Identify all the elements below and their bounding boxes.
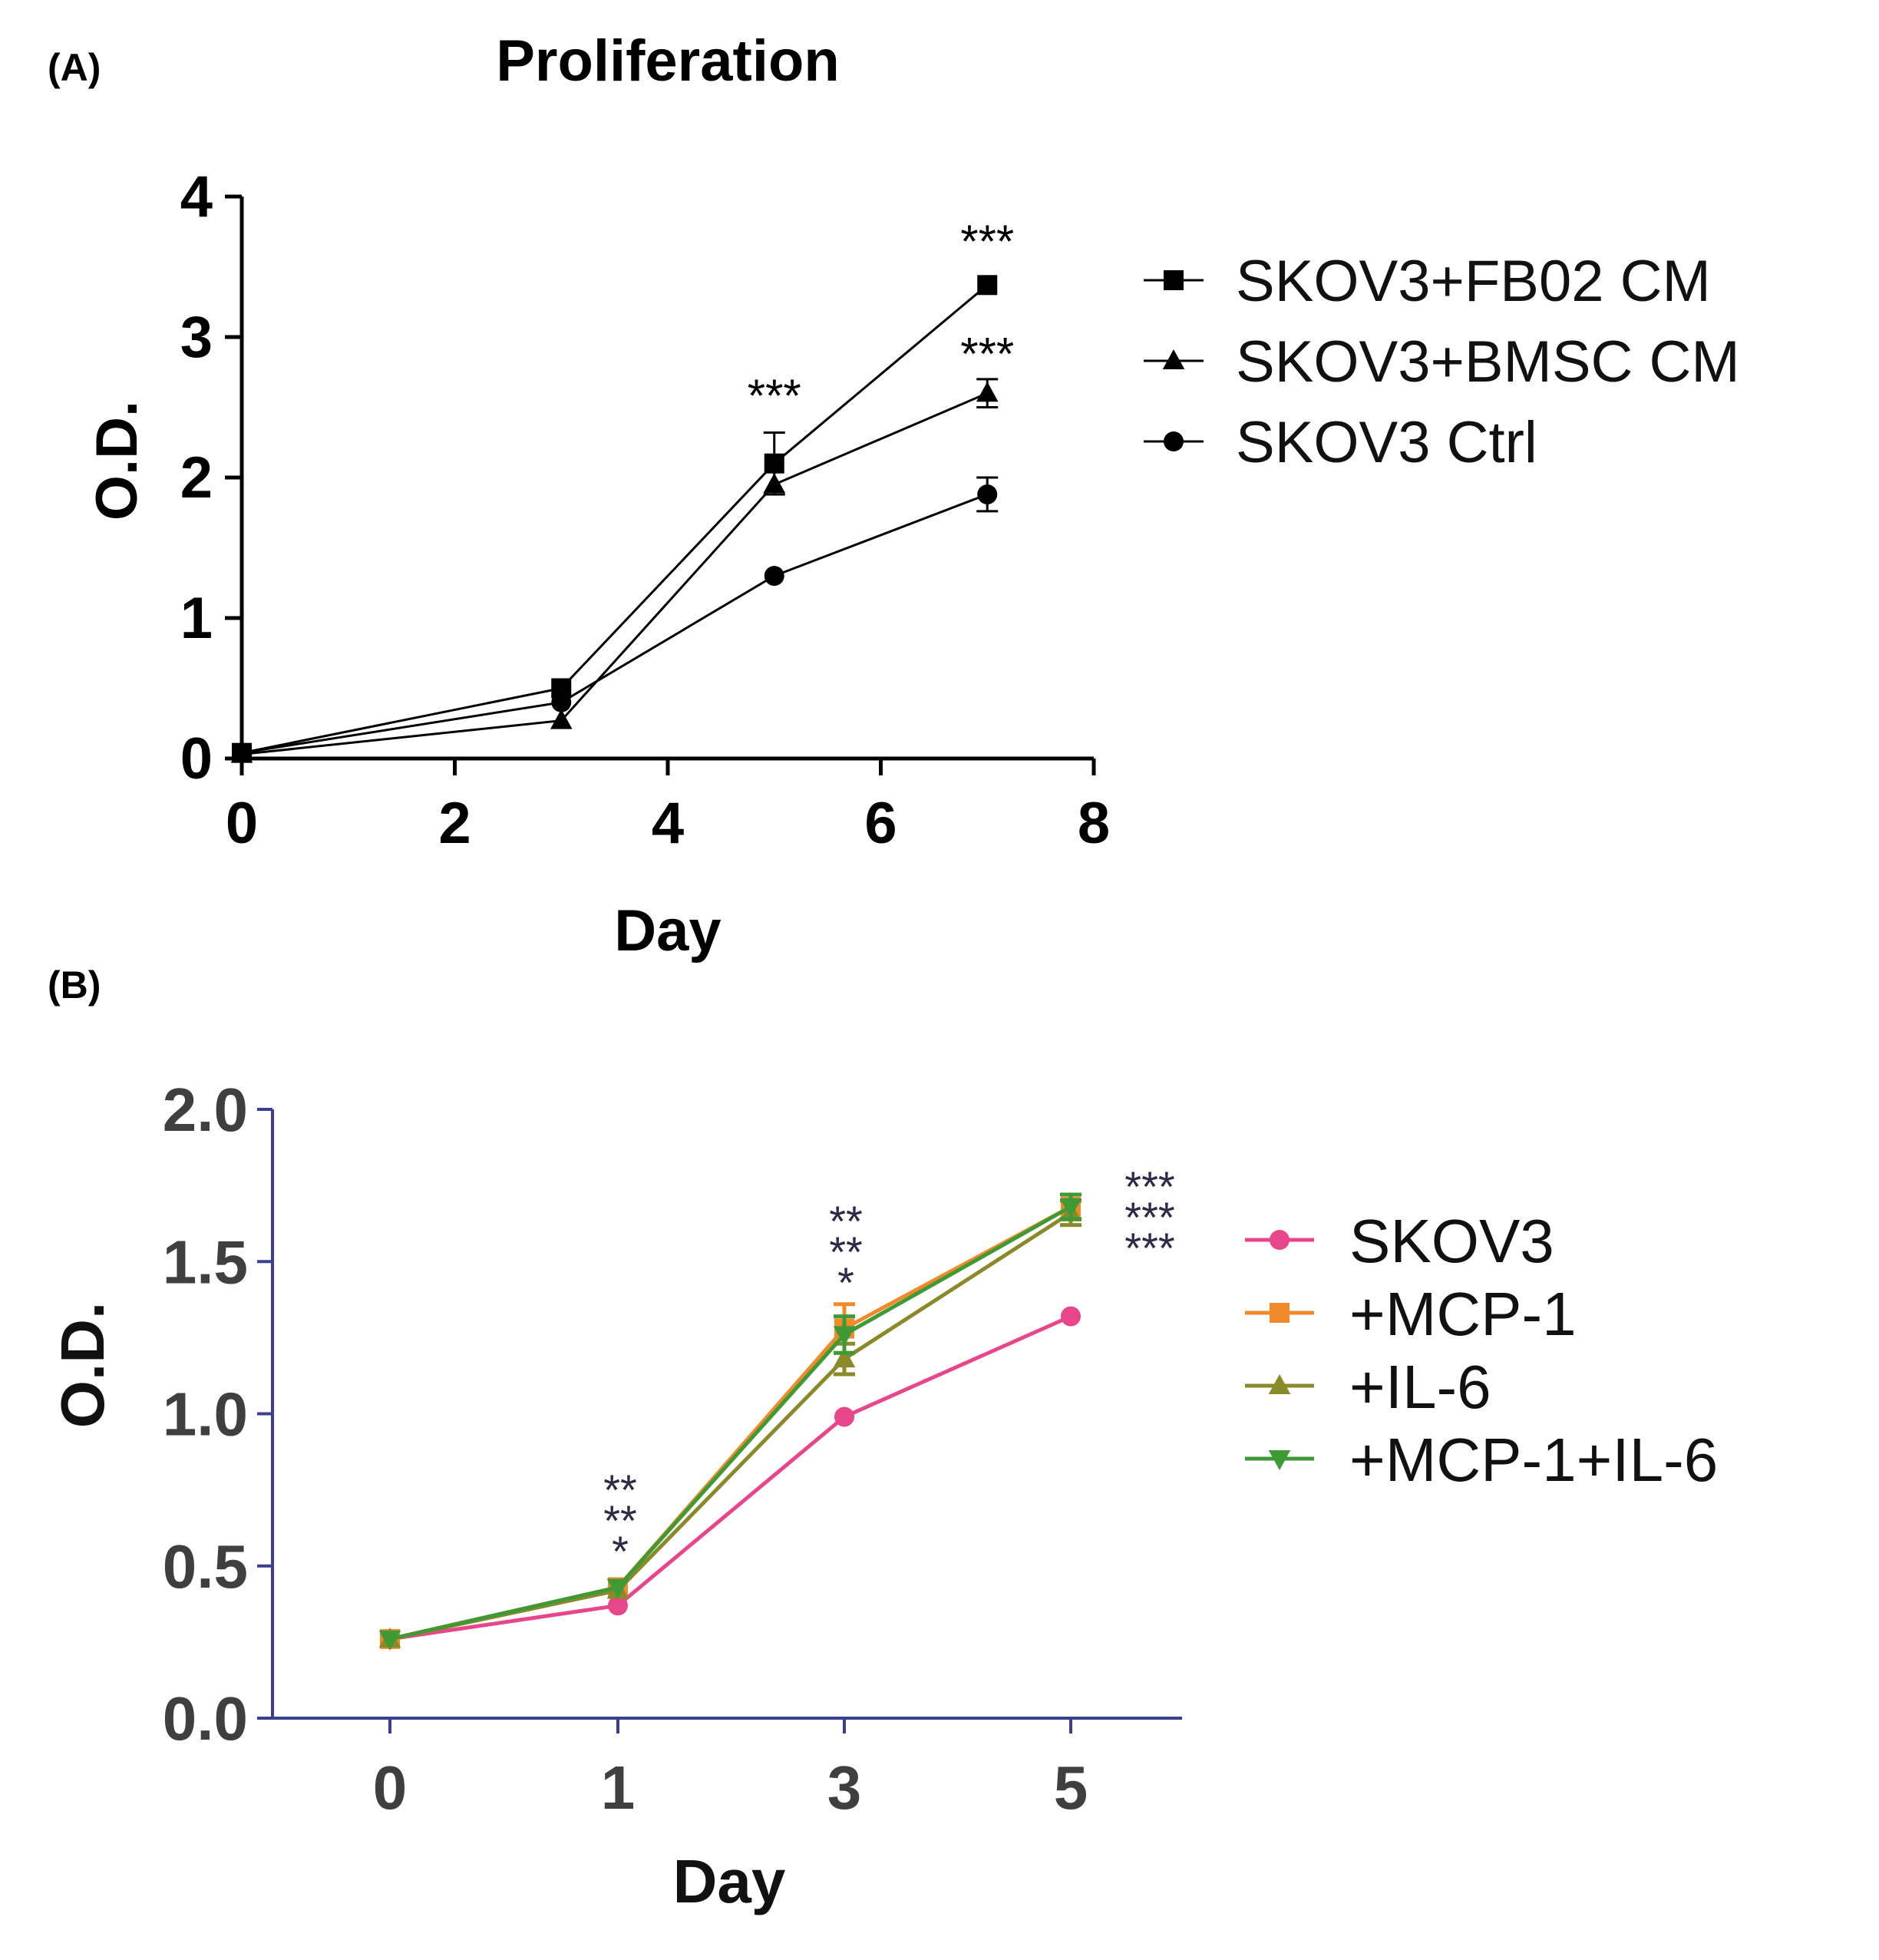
panel-a-point-skov3-ctrl — [977, 484, 998, 504]
panel-b-label: (B) — [48, 963, 101, 1006]
panel-a-axes — [239, 197, 1094, 761]
panel-a-point-skov3-bmsc-cm — [976, 382, 999, 402]
panel-b-point-mcp-1-il-6 — [378, 1630, 401, 1651]
panel-b-legend-label-mcp-1: +MCP-1 — [1349, 1280, 1577, 1348]
panel-b-series — [378, 1192, 1082, 1651]
panel-b-x-tick-label: 1 — [601, 1753, 636, 1822]
panel-b-y-tick-label: 2.0 — [163, 1076, 248, 1144]
panel-a-x-tick-label: 0 — [226, 791, 258, 856]
panel-b-legend-label-il-6: +IL-6 — [1349, 1353, 1491, 1421]
panel-a-significance-label: *** — [960, 328, 1014, 379]
panel-a-y-tick-label: 3 — [180, 305, 213, 370]
panel-a-point-skov3-ctrl — [764, 566, 784, 587]
panel-b-y-tick-label: 1.0 — [163, 1380, 248, 1449]
panel-a-legend-marker-skov3-fb02-cm — [1164, 270, 1184, 290]
panel-b-line-mcp-1 — [389, 1205, 1072, 1641]
panel-a-line-skov3-bmsc-cm — [241, 392, 988, 756]
panel-b-significance-label: *** — [1124, 1224, 1174, 1272]
panel-b-significance-label: ** — [603, 1466, 637, 1514]
panel-b-line-mcp-1-il-6 — [389, 1205, 1072, 1641]
panel-a-series — [230, 275, 999, 763]
panel-b-legend-marker-skov3 — [1270, 1230, 1290, 1250]
panel-a-line-skov3-ctrl — [241, 493, 988, 755]
panel-b-point-skov3 — [1061, 1306, 1081, 1327]
panel-b-legend-marker-il-6 — [1268, 1374, 1291, 1395]
panel-a-point-skov3-fb02-cm — [977, 275, 998, 296]
panel-a-point-skov3-ctrl — [551, 692, 572, 712]
panel-b-significance-label: * — [612, 1527, 629, 1575]
panel-a-legend-marker-skov3-bmsc-cm — [1162, 349, 1185, 370]
panel-b-y-tick-label: 0.5 — [163, 1532, 248, 1601]
panel-b-legend: SKOV3+MCP-1+IL-6+MCP-1+IL-6 — [1245, 1207, 1718, 1494]
panel-a-point-skov3-bmsc-cm — [763, 473, 786, 494]
panel-b-y-tick-label: 0.0 — [163, 1684, 248, 1753]
panel-a-y-tick-label: 0 — [180, 726, 213, 792]
panel-b-legend-marker-mcp-1-il-6 — [1268, 1449, 1291, 1470]
panel-a-title: Proliferation — [496, 28, 840, 94]
panel-b-significance-label: ** — [603, 1496, 637, 1545]
panel-a-line-skov3-fb02-cm — [241, 284, 989, 755]
panel-b-legend-label-mcp-1-il-6: +MCP-1+IL-6 — [1349, 1426, 1718, 1494]
panel-b-legend-marker-mcp-1 — [1270, 1303, 1290, 1323]
panel-a-legend-label-skov3-fb02-cm: SKOV3+FB02 CM — [1236, 249, 1711, 314]
panel-b-legend-label-skov3: SKOV3 — [1349, 1207, 1554, 1275]
panel-b-point-il-6 — [833, 1347, 856, 1368]
panel-b-y-tick-label: 1.5 — [163, 1228, 248, 1296]
panel-b-point-skov3 — [608, 1595, 628, 1616]
panel-a-x-tick-label: 8 — [1078, 791, 1110, 856]
panel-b-y-axis-label: O.D. — [48, 1302, 117, 1428]
panel-a-x-ticks: 0 2 4 6 8 — [226, 759, 1110, 856]
panel-a-legend-label-skov3-bmsc-cm: SKOV3+BMSC CM — [1236, 329, 1740, 395]
panel-a-annotations: *** *** *** — [748, 216, 1015, 421]
panel-b-line-skov3 — [389, 1314, 1072, 1641]
panel-a-y-tick-label: 4 — [180, 164, 213, 230]
panel-a: (A) Proliferation 0 1 2 3 4 0 2 4 6 8 Day O.D. *… — [48, 28, 1740, 963]
panel-b-x-tick-label: 3 — [827, 1753, 862, 1822]
panel-a-point-skov3-bmsc-cm — [550, 709, 573, 729]
panel-a-point-skov3-fb02-cm — [764, 453, 784, 474]
panel-a-y-ticks: 0 1 2 3 4 — [180, 164, 242, 792]
panel-b-significance-label: *** — [1124, 1193, 1174, 1241]
panel-b-x-axis-label: Day — [673, 1847, 786, 1915]
panel-b-y-ticks: 0.0 0.5 1.0 1.5 2.0 — [163, 1076, 272, 1753]
panel-b-significance-label: * — [837, 1258, 854, 1307]
panel-a-x-tick-label: 6 — [864, 791, 897, 856]
panel-b-point-mcp-1-il-6 — [833, 1326, 856, 1347]
panel-b-significance-label: ** — [829, 1197, 863, 1245]
panel-b-significance-label: *** — [1124, 1162, 1174, 1211]
panel-b-point-mcp-1-il-6 — [1059, 1198, 1082, 1218]
panel-a-y-tick-label: 1 — [180, 586, 213, 651]
panel-b-x-ticks: 0 1 3 5 — [373, 1718, 1088, 1822]
panel-a-point-skov3-ctrl — [232, 742, 252, 763]
panel-a-significance-label: *** — [960, 216, 1014, 267]
panel-a-y-tick-label: 2 — [180, 445, 213, 511]
panel-b-significance-label: ** — [829, 1228, 863, 1276]
panel-a-legend-label-skov3-ctrl: SKOV3 Ctrl — [1236, 410, 1537, 475]
panel-a-x-tick-label: 2 — [438, 791, 471, 856]
panel-b-axes — [271, 1109, 1182, 1720]
panel-a-x-tick-label: 4 — [652, 791, 684, 856]
panel-a-legend: SKOV3+FB02 CM SKOV3+BMSC CM SKOV3 Ctrl — [1144, 249, 1740, 475]
panel-b-annotations: ******************* — [603, 1162, 1174, 1575]
panel-b-x-tick-label: 0 — [373, 1753, 408, 1822]
panel-b-x-tick-label: 5 — [1054, 1753, 1088, 1822]
panel-a-significance-label: *** — [748, 370, 801, 421]
panel-b-point-skov3 — [834, 1406, 854, 1427]
panel-b-line-il-6 — [389, 1211, 1072, 1641]
panel-a-y-axis-label: O.D. — [84, 401, 150, 521]
panel-a-x-axis-label: Day — [614, 898, 721, 963]
panel-b-point-mcp-1-il-6 — [606, 1578, 629, 1599]
panel-a-legend-marker-skov3-ctrl — [1164, 431, 1184, 451]
panel-a-label: (A) — [48, 46, 101, 89]
